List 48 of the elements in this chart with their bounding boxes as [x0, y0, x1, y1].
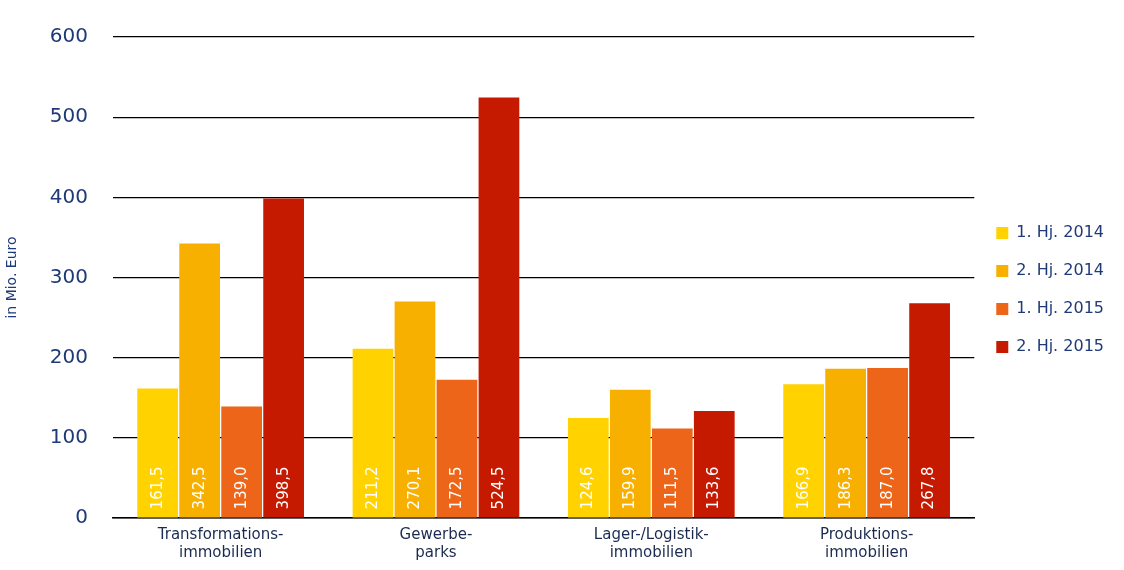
bar — [651, 428, 693, 518]
bar — [352, 348, 394, 518]
data-label: 111,5 — [662, 466, 681, 510]
data-label: 172,5 — [446, 466, 465, 510]
bar — [567, 418, 609, 518]
data-label: 161,5 — [147, 466, 166, 510]
data-label: 187,0 — [877, 466, 896, 510]
bar — [693, 410, 735, 518]
y-tick-label: 500 — [49, 103, 88, 128]
bar — [263, 198, 304, 518]
y-tick-label: 400 — [49, 183, 88, 208]
bar — [179, 243, 221, 518]
y-tick-label: 0 — [75, 504, 88, 529]
bar — [867, 368, 908, 518]
bar — [221, 406, 262, 518]
legend-label: 2. Hj. 2015 — [1016, 336, 1104, 356]
bar — [825, 368, 866, 518]
data-label: 211,2 — [362, 466, 381, 510]
data-label: 139,0 — [231, 466, 250, 510]
y-tick-label: 600 — [49, 23, 88, 48]
data-label: 398,5 — [273, 466, 292, 510]
data-label: 524,5 — [488, 466, 507, 510]
legend-label: 2. Hj. 2014 — [1016, 260, 1104, 280]
bar — [783, 384, 824, 518]
y-axis-title: in Mio. Euro — [3, 236, 20, 319]
data-label: 159,9 — [620, 466, 639, 510]
data-label: 186,3 — [835, 466, 854, 510]
x-tick-label: Lager-/Logistik- immobilien — [593, 524, 709, 561]
y-tick-label: 100 — [49, 424, 88, 449]
data-label: 342,5 — [189, 466, 208, 510]
x-tick-label: Gewerbe- parks — [399, 524, 473, 561]
y-tick-label: 200 — [49, 343, 88, 368]
data-label: 124,6 — [578, 466, 597, 510]
bar — [137, 388, 179, 518]
bar — [436, 379, 478, 518]
bar — [478, 97, 520, 518]
x-tick-label: Transformations- immobilien — [156, 524, 284, 561]
data-label: 166,9 — [793, 466, 812, 510]
x-tick-label: Produktions- immobilien — [819, 524, 914, 561]
bar — [609, 389, 651, 518]
data-label: 270,1 — [404, 466, 423, 510]
y-tick-label: 300 — [49, 263, 88, 288]
data-label: 133,6 — [704, 466, 723, 510]
legend-label: 1. Hj. 2014 — [1016, 222, 1104, 242]
bar — [909, 303, 950, 518]
data-label: 267,8 — [919, 466, 938, 510]
legend-label: 1. Hj. 2015 — [1016, 298, 1104, 318]
bar — [394, 301, 436, 518]
